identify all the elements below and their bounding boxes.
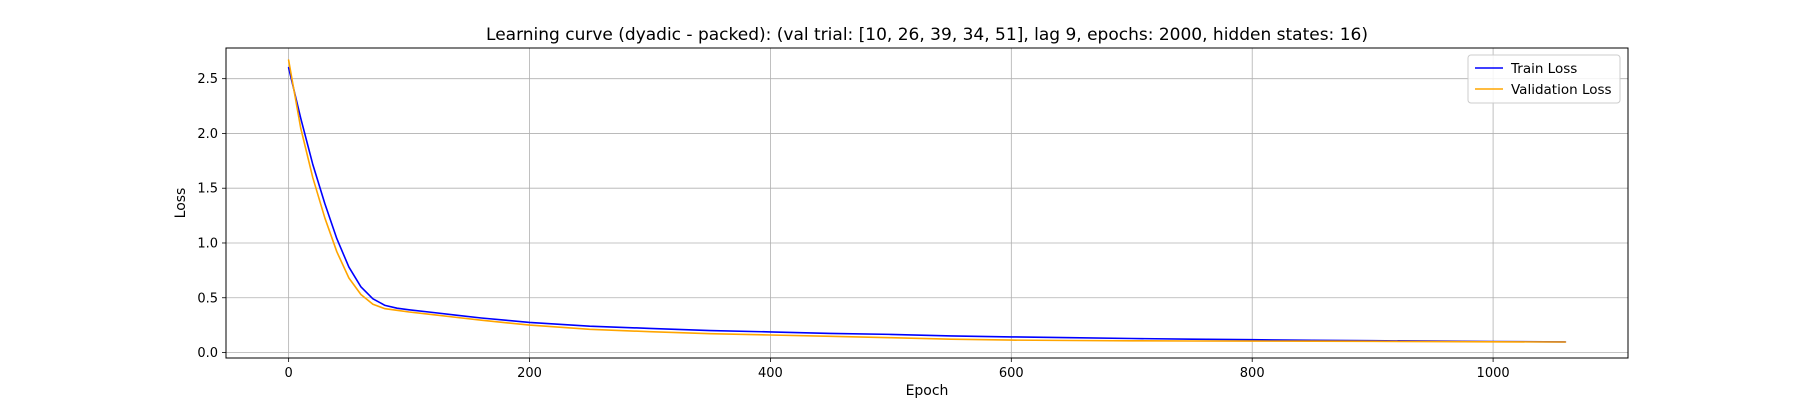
series-layer <box>287 59 1567 343</box>
y-tick-label: 0.0 <box>197 346 218 361</box>
x-axis-label: Epoch <box>906 383 949 399</box>
x-tick-label: 200 <box>517 366 542 381</box>
x-tick-label: 600 <box>999 366 1024 381</box>
legend-label: Validation Loss <box>1511 82 1612 98</box>
y-axis-label: Loss <box>173 188 189 219</box>
x-tick-label: 400 <box>758 366 783 381</box>
series-line-validation-loss <box>287 59 1567 343</box>
y-tick-label: 1.0 <box>197 236 218 251</box>
y-tick-label: 2.5 <box>197 72 218 87</box>
chart-title: Learning curve (dyadic - packed): (val t… <box>486 25 1368 45</box>
y-tick-label: 2.0 <box>197 127 218 142</box>
y-tick-label: 0.5 <box>197 291 218 306</box>
series-line-train-loss <box>287 66 1567 343</box>
axis-ticks: 0 200 400 600 800 1000 0.0 0.5 1.0 1.5 2.0 2.5 <box>197 72 1509 381</box>
legend: Train Loss Validation Loss <box>1467 54 1621 104</box>
y-tick-label: 1.5 <box>197 182 218 197</box>
x-tick-label: 0 <box>284 366 292 381</box>
x-tick-label: 800 <box>1240 366 1265 381</box>
grid-lines <box>226 48 1628 358</box>
legend-label: Train Loss <box>1510 61 1577 77</box>
legend-box <box>1467 54 1621 104</box>
x-tick-label: 1000 <box>1477 366 1510 381</box>
plot-frame <box>225 47 1629 359</box>
